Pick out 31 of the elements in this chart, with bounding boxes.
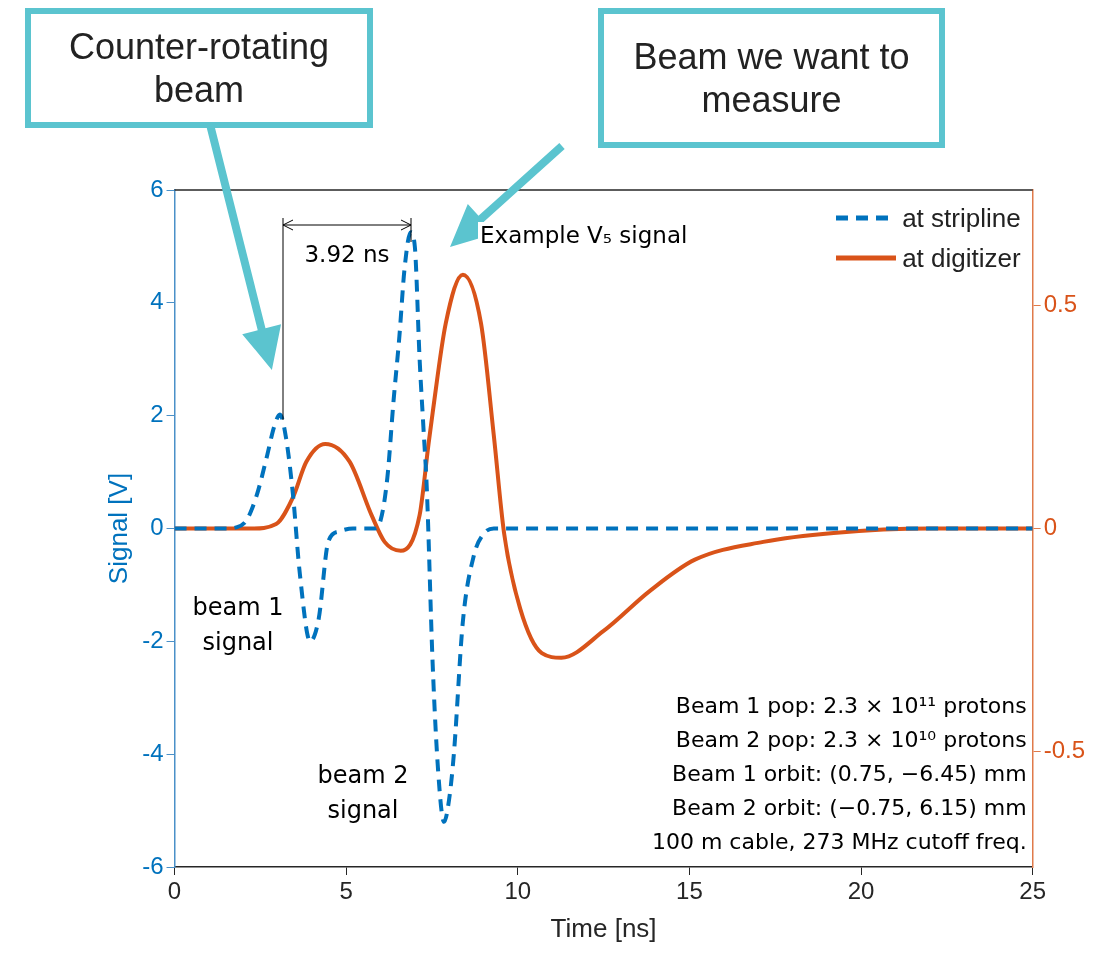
y-tick-label: 0 bbox=[150, 513, 164, 541]
y-axis-title: Signal [V] bbox=[102, 472, 133, 585]
x-tick-label: 25 bbox=[1019, 877, 1046, 905]
text: Beam we want to measure bbox=[632, 34, 911, 122]
legend-label: at digitizer bbox=[902, 242, 1021, 274]
y-tick-label: 2 bbox=[150, 400, 164, 428]
y-tick-label: -4 bbox=[142, 738, 164, 766]
y-tick-label: -6 bbox=[142, 851, 164, 879]
x-tick-label: 10 bbox=[504, 877, 532, 905]
x-tick-label: 15 bbox=[676, 877, 703, 905]
annotation: beam 2 signal bbox=[316, 760, 410, 826]
x-tick-label: 0 bbox=[167, 877, 182, 905]
annotation: Beam 1 orbit: (0.75, −6.45) mm bbox=[671, 759, 1027, 788]
annotation: 3.92 ns bbox=[303, 241, 391, 267]
annotation: Beam 2 orbit: (−0.75, 6.15) mm bbox=[671, 793, 1027, 822]
legend-label: at stripline bbox=[902, 202, 1021, 234]
x-tick-label: 5 bbox=[339, 877, 353, 905]
y-tick-label: 6 bbox=[150, 174, 164, 202]
y2-tick-label: 0.5 bbox=[1043, 290, 1078, 318]
annotation: 100 m cable, 273 MHz cutoff freq. bbox=[651, 827, 1027, 856]
annotation: Beam 1 pop: 2.3 × 10¹¹ protons bbox=[674, 691, 1027, 720]
y2-tick-label: -0.5 bbox=[1043, 735, 1085, 763]
annotation: Example V₅ signal bbox=[478, 222, 690, 248]
y-tick-label: -2 bbox=[142, 625, 164, 653]
x-axis-title: Time [ns] bbox=[550, 912, 657, 943]
y2-tick-label: 0 bbox=[1043, 513, 1057, 541]
x-tick-label: 20 bbox=[847, 877, 875, 905]
annotation: beam 1 signal bbox=[191, 592, 285, 658]
text: Counter-rotating beam bbox=[67, 24, 331, 112]
y-tick-label: 4 bbox=[150, 287, 164, 315]
annotation: Beam 2 pop: 2.3 × 10¹⁰ protons bbox=[674, 725, 1027, 754]
